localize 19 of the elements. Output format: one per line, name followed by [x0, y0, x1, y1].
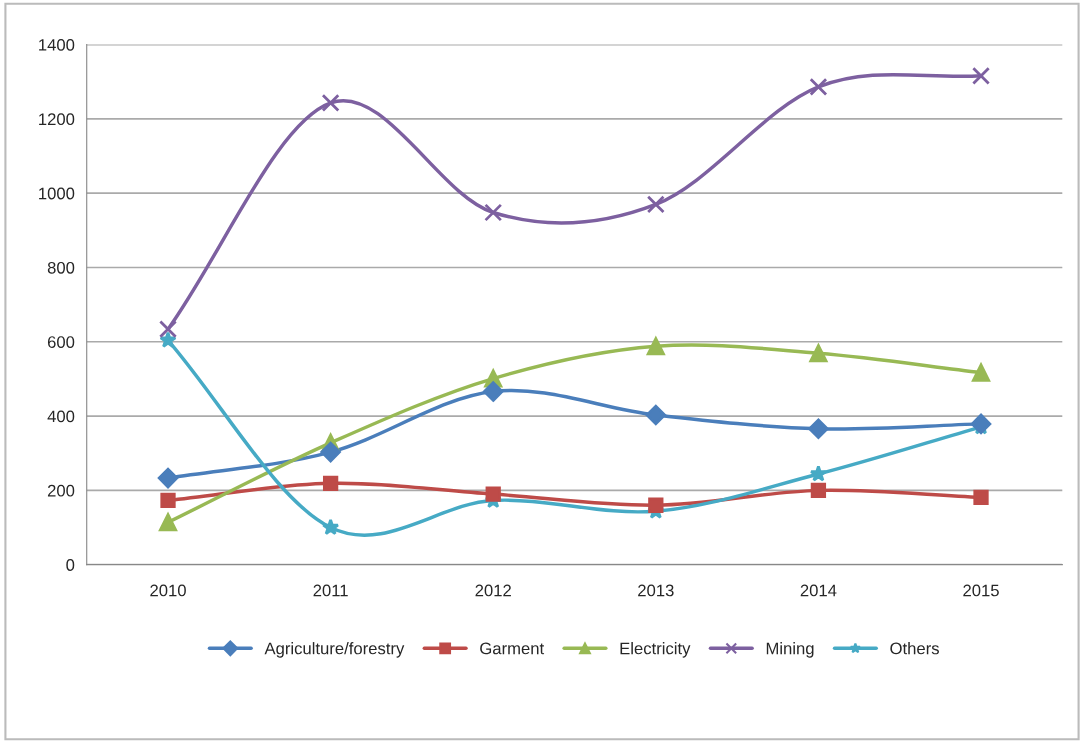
x-tick-label: 2013	[638, 584, 674, 597]
legend-label: Mining	[766, 642, 814, 658]
legend-label: Others	[890, 642, 939, 655]
y-tick-label: 1200	[39, 113, 75, 126]
y-tick-label: 0	[66, 559, 75, 571]
y-tick-label: 800	[47, 261, 75, 274]
y-tick-label: 200	[47, 484, 75, 497]
legend-label: Garment	[480, 642, 545, 655]
y-tick-label: 400	[47, 410, 75, 423]
y-tick-label: 1400	[39, 38, 75, 51]
x-tick-label: 2014	[800, 584, 837, 597]
legend-label: Agriculture/forestry	[264, 642, 405, 658]
legend-label: Electricity	[620, 642, 691, 658]
y-tick-label: 600	[47, 336, 75, 348]
x-tick-label: 2015	[963, 584, 999, 597]
x-tick-label: 2012	[475, 584, 511, 597]
x-tick-label: 2011	[313, 584, 348, 597]
y-tick-label: 1000	[39, 187, 75, 200]
x-tick-label: 2010	[150, 584, 186, 597]
